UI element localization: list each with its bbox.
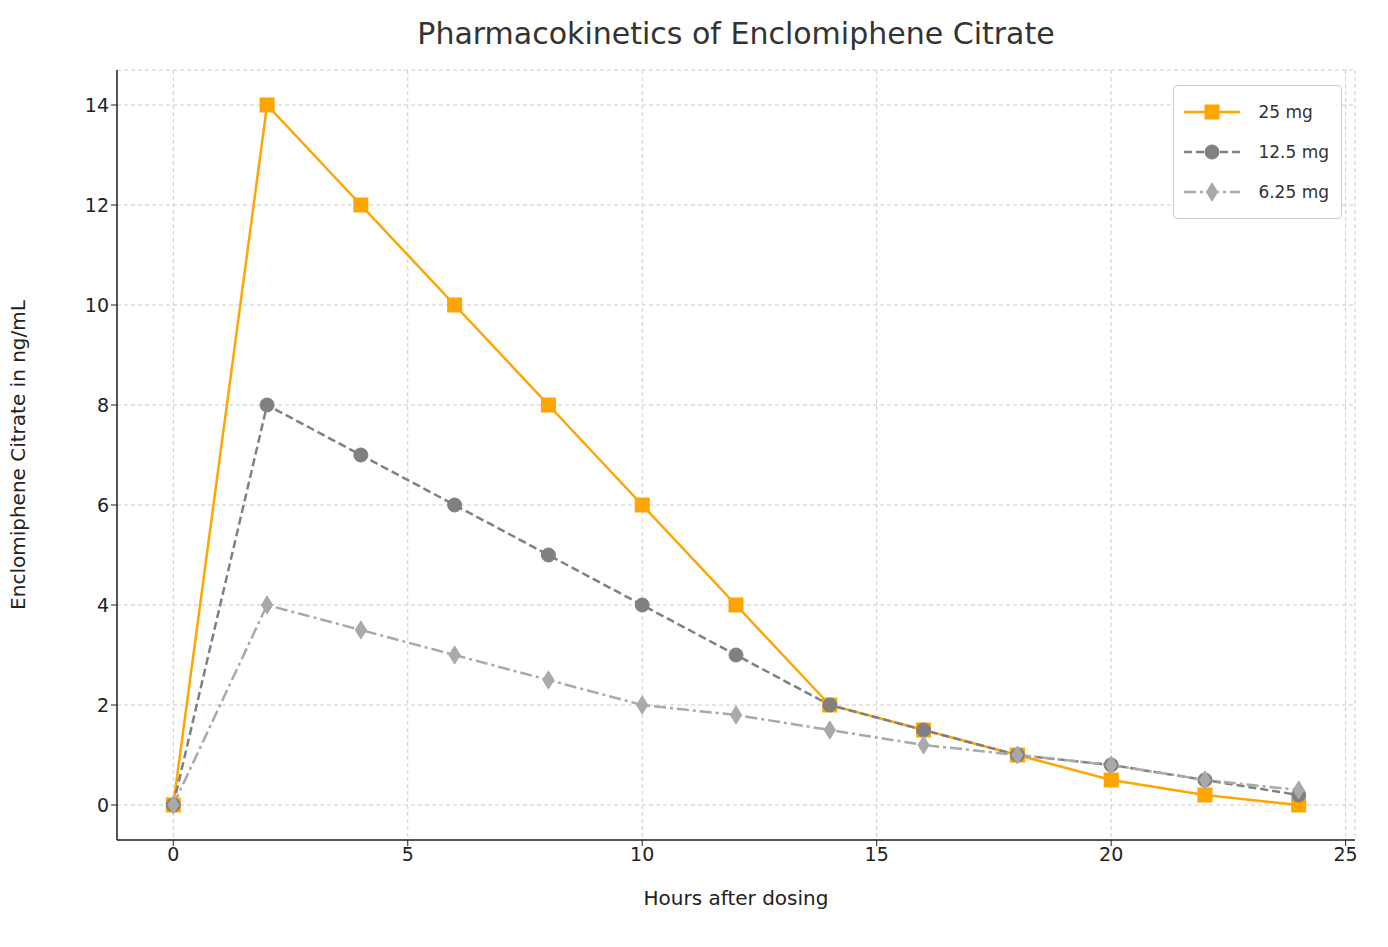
svg-text:6: 6 <box>97 494 109 516</box>
html-text:25 mg: 25 mg <box>1258 102 1313 122</box>
svg-text:8: 8 <box>97 394 109 416</box>
svg-text:4: 4 <box>97 594 109 616</box>
svg-text:0: 0 <box>167 843 179 865</box>
svg-text:0: 0 <box>97 794 109 816</box>
svg-text:5: 5 <box>402 843 414 865</box>
svg-text:12: 12 <box>85 194 109 216</box>
svg-text:2: 2 <box>97 694 109 716</box>
svg-text:25: 25 <box>1334 843 1358 865</box>
svg-text:20: 20 <box>1099 843 1123 865</box>
svg-text:15: 15 <box>865 843 889 865</box>
html-text:6.25 mg: 6.25 mg <box>1258 182 1329 202</box>
svg-text:10: 10 <box>630 843 654 865</box>
svg-text:14: 14 <box>85 94 109 116</box>
svg-text:Hours after dosing: Hours after dosing <box>644 886 829 910</box>
svg-text:10: 10 <box>85 294 109 316</box>
html-text:Pharmacokinetics of Enclomiphe: Pharmacokinetics of Enclomiphene Citrate <box>417 16 1055 51</box>
svg-text:Enclomiphene Citrate in ng/mL: Enclomiphene Citrate in ng/mL <box>8 299 30 610</box>
html-text:12.5 mg: 12.5 mg <box>1258 142 1329 162</box>
